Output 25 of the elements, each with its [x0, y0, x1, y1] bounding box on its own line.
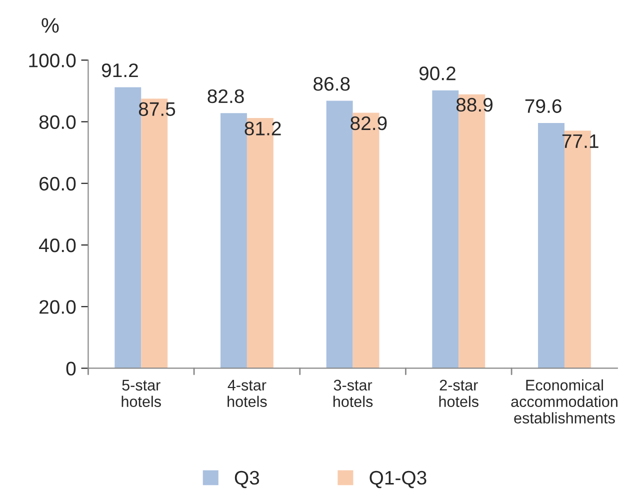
bar: [538, 122, 564, 368]
y-tick-label: 100.0: [29, 54, 76, 68]
data-label: 77.1: [562, 134, 598, 148]
data-label: 91.2: [102, 63, 138, 78]
x-tick-label: Economical accommodation establishments: [511, 379, 618, 424]
data-label: 82.9: [350, 116, 387, 130]
y-tick-label: 80.0: [39, 115, 76, 129]
x-tick-label: 5-star hotels: [122, 380, 161, 408]
data-label: 90.2: [419, 66, 456, 80]
legend-label: Q3: [234, 470, 260, 488]
data-label: 86.8: [314, 77, 350, 91]
data-label: 79.6: [525, 99, 562, 113]
y-tick-label: 60.0: [40, 176, 76, 191]
y-tick-label: 40.0: [39, 238, 76, 252]
data-label: 82.8: [208, 89, 244, 104]
data-label: 88.9: [456, 98, 493, 112]
data-label: 87.5: [138, 102, 176, 116]
x-tick-label: 2-star hotels: [439, 380, 478, 408]
legend-label: Q1-Q3: [370, 470, 426, 488]
y-axis-title: %: [42, 18, 59, 33]
y-tick-label: 0: [66, 362, 76, 376]
x-tick-label: 4-star hotels: [228, 380, 267, 408]
x-tick-label: 3-star hotels: [333, 380, 373, 408]
y-tick-label: 20.0: [40, 300, 76, 314]
data-label: 81.2: [244, 122, 281, 136]
